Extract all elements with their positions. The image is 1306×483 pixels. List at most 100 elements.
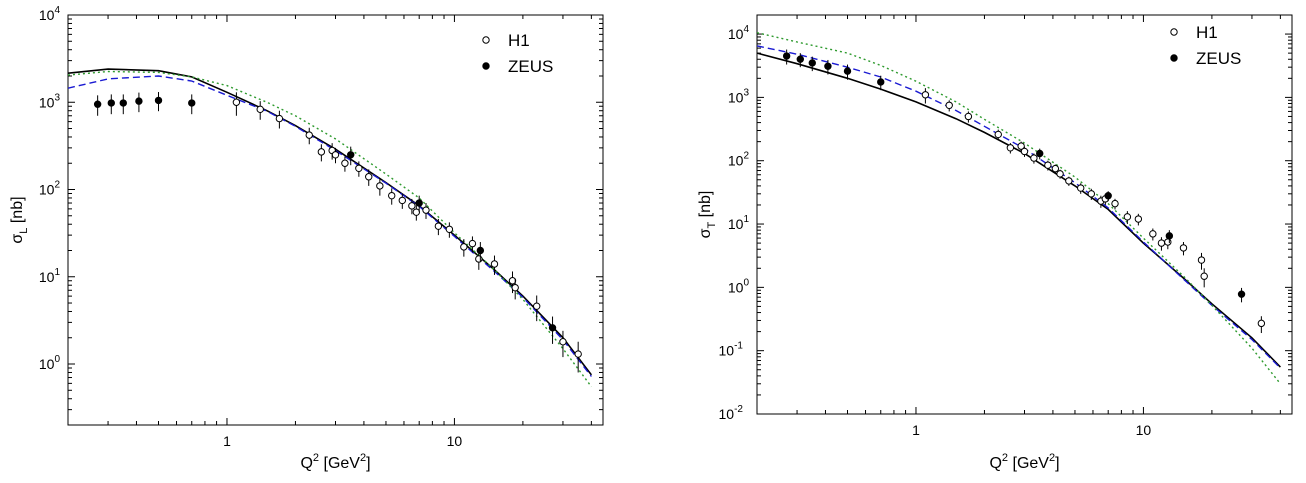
data-point — [408, 202, 416, 210]
data-point — [921, 91, 930, 99]
y-tick-label: 104 — [728, 24, 750, 42]
data-point — [1197, 256, 1206, 264]
data-point — [475, 255, 483, 263]
legend: H1 ZEUS — [1170, 23, 1241, 68]
data-point — [1077, 184, 1085, 192]
data-point — [275, 114, 284, 123]
data-point — [1087, 190, 1096, 198]
y-tick-exponent: 4 — [743, 24, 749, 35]
legend-label: H1 — [1196, 23, 1218, 42]
y-axis-symbol: σ — [9, 234, 26, 244]
y-axis-symbol: σ — [697, 228, 714, 238]
y-tick-label: 10-2 — [719, 404, 744, 422]
data-point — [1065, 177, 1073, 185]
y-tick-label: 10-1 — [719, 341, 744, 359]
x-axis-symbol-sup: 2 — [313, 452, 319, 464]
data-point — [548, 324, 557, 332]
y-tick-base: 10 — [719, 406, 735, 422]
y-tick-label: 102 — [39, 180, 61, 198]
y-tick-base: 10 — [728, 153, 744, 169]
data-point — [1036, 149, 1044, 158]
y-axis-title: σL [nb] — [9, 196, 30, 243]
series-zeus — [782, 49, 1246, 303]
y-tick-base: 10 — [728, 26, 744, 42]
data-point — [232, 98, 241, 106]
data-point — [1056, 170, 1064, 178]
data-point — [533, 302, 541, 310]
data-point — [119, 99, 127, 107]
data-point — [1134, 215, 1143, 223]
data-point — [782, 52, 791, 60]
y-tick-exponent: 2 — [54, 180, 60, 191]
data-point — [1111, 199, 1119, 208]
y-tick-label: 103 — [39, 92, 61, 110]
x-tick-label: 10 — [1136, 422, 1152, 438]
data-point — [1044, 161, 1052, 169]
data-point — [964, 112, 973, 121]
data-point — [1200, 272, 1208, 280]
data-point — [1237, 290, 1246, 298]
data-point — [305, 131, 313, 139]
y-tick-label: 104 — [39, 5, 61, 23]
x-tick-label: 1 — [223, 433, 231, 449]
y-tick-exponent: 1 — [743, 214, 749, 225]
data-point — [796, 55, 804, 63]
y-axis-unit: [nb] — [697, 191, 714, 222]
data-point — [1164, 238, 1172, 246]
y-tick-label: 101 — [728, 214, 750, 232]
series-zeus — [93, 92, 557, 344]
data-point — [1017, 142, 1025, 150]
data-point — [1006, 144, 1015, 152]
data-point — [415, 199, 423, 207]
x-axis-symbol: Q — [300, 455, 312, 472]
curve-dashed — [757, 45, 1281, 369]
y-tick-exponent: 3 — [743, 87, 749, 98]
series-h1 — [232, 92, 582, 373]
y-axis-unit: [nb] — [9, 196, 26, 227]
y-tick-base: 10 — [39, 356, 55, 372]
x-tick-label: 10 — [447, 433, 463, 449]
data-point — [824, 62, 832, 70]
y-axis-symbol-sub: L — [18, 228, 30, 234]
data-point — [434, 222, 443, 230]
y-tick-exponent: -1 — [734, 341, 743, 352]
y-tick-exponent: 0 — [54, 354, 60, 365]
curve-solid — [757, 52, 1281, 368]
y-tick-label: 100 — [39, 354, 61, 372]
x-axis-title: Q2 [GeV2] — [300, 452, 370, 472]
series-h1 — [921, 88, 1266, 334]
x-axis-unit-close: ] — [366, 455, 370, 472]
data-point — [1157, 239, 1166, 247]
y-tick-base: 10 — [719, 343, 735, 359]
curve-solid — [68, 68, 593, 376]
data-point — [1104, 192, 1112, 200]
x-axis-unit-sup: 2 — [1049, 452, 1055, 464]
y-tick-exponent: -2 — [734, 404, 743, 415]
y-tick-exponent: 1 — [54, 267, 60, 278]
curve-dotted — [68, 70, 592, 388]
y-tick-base: 10 — [39, 94, 55, 110]
data-point — [188, 99, 196, 107]
data-point — [490, 260, 499, 268]
data-point — [107, 99, 115, 107]
data-point — [994, 130, 1002, 139]
y-tick-label: 100 — [728, 277, 750, 295]
data-point — [331, 151, 340, 159]
y-tick-base: 10 — [728, 279, 744, 295]
data-point — [468, 239, 477, 248]
x-axis-symbol-sup: 2 — [1002, 452, 1008, 464]
y-tick-exponent: 4 — [54, 5, 60, 16]
y-tick-base: 10 — [39, 269, 55, 285]
data-point — [154, 96, 163, 105]
data-point — [945, 101, 953, 109]
legend-marker — [1170, 28, 1178, 36]
data-point — [460, 243, 468, 251]
data-point — [1257, 319, 1266, 328]
data-point — [1051, 164, 1060, 173]
legend-label: ZEUS — [1196, 49, 1241, 68]
legend: H1 ZEUS — [482, 31, 553, 76]
data-point — [808, 59, 816, 67]
x-axis-symbol: Q — [989, 455, 1001, 472]
